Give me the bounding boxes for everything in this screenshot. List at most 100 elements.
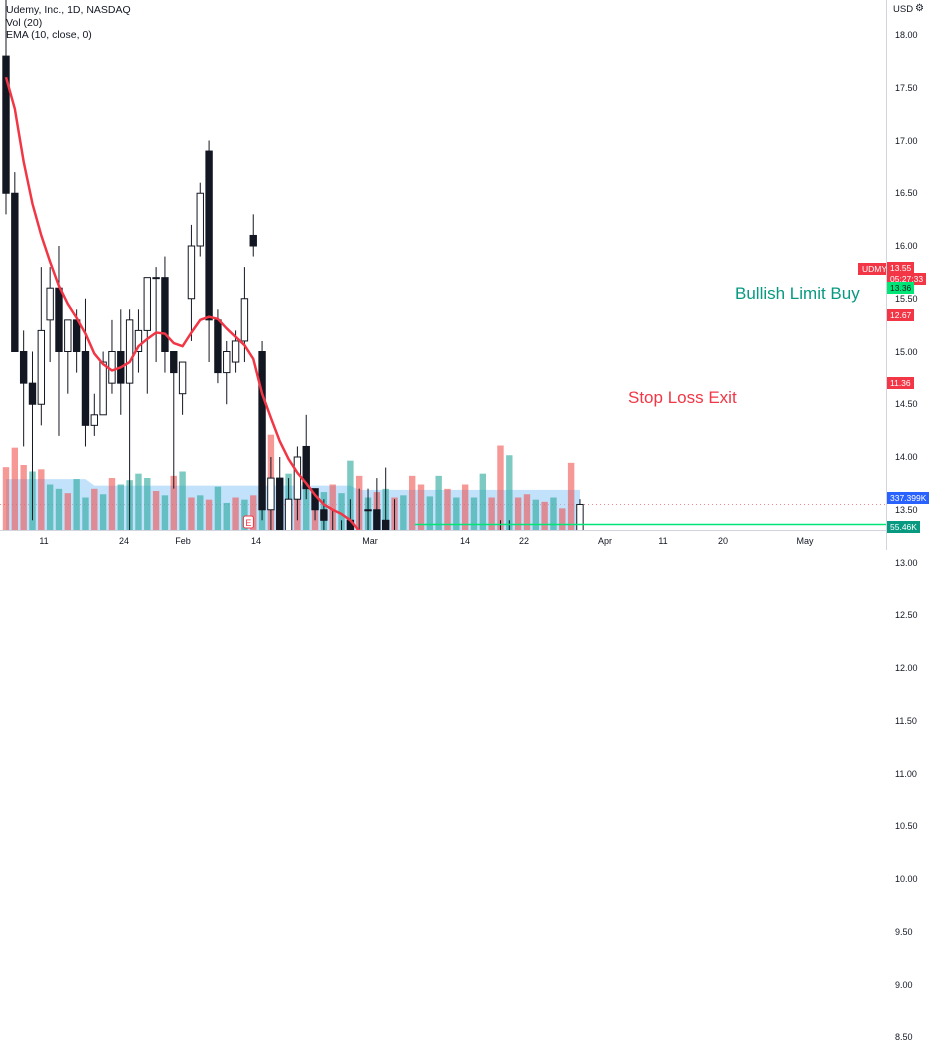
volume-bar [232, 497, 239, 530]
time-axis[interactable]: 11 24 Feb 14 Mar 14 22 Apr 11 20 May [0, 530, 886, 551]
candle-body [81, 351, 90, 426]
price-tick-label: 8.50 [895, 1032, 913, 1042]
candle-body [293, 456, 302, 500]
time-tick-label: 11 [658, 536, 668, 546]
volume-bar [188, 497, 195, 530]
candle-body [240, 298, 249, 342]
candle-body [373, 509, 381, 532]
volume-bar [82, 497, 89, 530]
volume-bar [523, 494, 531, 530]
price-tick-label: 12.50 [895, 610, 918, 621]
volume-bar [144, 478, 151, 530]
candle-body [64, 319, 72, 353]
limit-buy-annotation[interactable]: Bullish Limit Buy [735, 284, 860, 303]
volume-bar [241, 499, 248, 530]
volume-bar [514, 497, 522, 530]
time-tick-label: 22 [518, 536, 530, 546]
volume-badge: 55.46K [887, 521, 920, 533]
candle-body [11, 192, 19, 352]
stop-loss-badge: 11.36 [887, 377, 914, 389]
candle-body [196, 192, 204, 247]
price-tick-label: 17.50 [895, 82, 918, 93]
volume-bar [506, 455, 513, 530]
price-tick-label: 14.00 [895, 452, 918, 462]
volume-bar [532, 499, 539, 530]
candle-body [2, 55, 10, 194]
candle-body [231, 340, 240, 363]
volume-bar [55, 488, 63, 530]
candle-body [55, 287, 63, 353]
candle-body [267, 477, 275, 511]
volume-bar [453, 497, 460, 530]
volume-bar [567, 462, 575, 530]
price-tick-label: 16.00 [895, 241, 918, 251]
stop-loss-annotation[interactable]: Stop Loss Exit [628, 388, 737, 407]
price-tick-label: 10.00 [895, 874, 918, 884]
volume-bar [99, 494, 107, 530]
time-tick-label: 20 [717, 536, 729, 546]
volume-bar [338, 493, 345, 530]
volume-bar [214, 486, 222, 530]
volume-bar [223, 502, 230, 530]
volume-bar [426, 496, 434, 530]
price-tick-label: 16.50 [895, 188, 918, 199]
limit-buy-badge: 13.36 [887, 282, 915, 294]
volume-bar [91, 488, 98, 530]
ema-line [4, 76, 573, 733]
ticker-tag: UDMY [858, 263, 892, 275]
candle-body [108, 351, 116, 384]
price-tick-label: 9.50 [895, 926, 913, 937]
volume-bar [20, 465, 27, 530]
candle-body [214, 319, 222, 374]
volume-bar [461, 484, 469, 530]
candle-body [381, 519, 390, 542]
last-price-badge: 13.55 [887, 262, 915, 274]
time-tick-label: Feb [175, 536, 191, 546]
price-tick-label: 18.00 [895, 30, 918, 40]
volume-bar [135, 473, 142, 530]
price-chart[interactable]: E [0, 0, 886, 879]
price-tick-label: 11.50 [895, 715, 917, 726]
volume-bar [488, 497, 495, 530]
volume-bar [541, 501, 548, 530]
price-tick-label: 11.00 [895, 768, 917, 779]
time-tick-label: Apr [597, 536, 613, 546]
price-tick-label: 15.50 [895, 293, 918, 304]
volume-bar [170, 475, 177, 530]
candle-body [152, 277, 160, 280]
chart-area[interactable]: E Udemy, Inc., 1D, NASDAQ Vol (20) EMA (… [0, 0, 892, 879]
volume-bar [329, 484, 336, 530]
price-tick-label: 14.50 [895, 399, 918, 410]
chart-legend: Udemy, Inc., 1D, NASDAQ Vol (20) EMA (10… [6, 4, 131, 42]
volume-bar [38, 469, 45, 530]
gear-icon[interactable]: ⚙ [915, 3, 924, 14]
candle-body [125, 319, 134, 384]
price-tick-label: 9.00 [895, 979, 913, 990]
candle-body [187, 245, 196, 300]
volume-indicator-label[interactable]: Vol (20) [6, 16, 43, 29]
volume-bar [550, 497, 557, 530]
time-tick-label: Mar [362, 536, 378, 546]
candle-body [249, 234, 257, 247]
price-tick-label: 13.50 [895, 504, 918, 515]
volume-bar [117, 484, 124, 530]
volume-bar [479, 473, 487, 530]
symbol-title[interactable]: Udemy, Inc., 1D, NASDAQ [6, 4, 131, 16]
volume-bar [470, 497, 478, 530]
candle-body [28, 382, 37, 405]
volume-ma-badge: 337.399K [887, 492, 930, 504]
volume-bar [73, 479, 80, 530]
candle-body [143, 277, 151, 331]
candle-body [99, 361, 107, 416]
time-tick-label: May [796, 536, 814, 546]
candle-body [178, 361, 187, 395]
volume-bar [444, 488, 451, 530]
candle-body [170, 351, 178, 374]
volume-bar [303, 484, 310, 530]
price-axis[interactable]: USD ⚙ 18.5018.0017.5017.0016.5016.0015.5… [886, 0, 932, 1042]
volume-bar [435, 475, 442, 530]
time-tick-label: 24 [118, 536, 130, 546]
ema-indicator-label[interactable]: EMA (10, close, 0) [6, 29, 92, 41]
volume-bar [179, 471, 186, 530]
currency-unit[interactable]: USD [893, 4, 914, 15]
